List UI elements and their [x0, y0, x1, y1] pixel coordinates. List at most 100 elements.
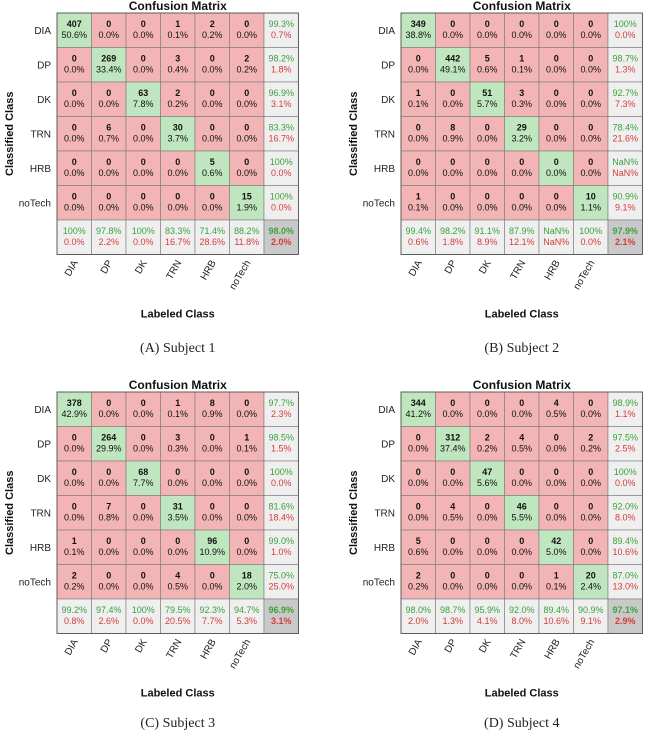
- col-summary-cell: [160, 219, 196, 255]
- cell-percent: 0.0%: [236, 99, 257, 109]
- cell-percent: 0.0%: [408, 513, 429, 523]
- col-summary-cell: [125, 219, 161, 255]
- col-recall: 100%: [132, 605, 155, 615]
- cell-count: 29: [517, 123, 527, 133]
- col-recall: 91.1%: [474, 226, 500, 236]
- cell-count: 312: [445, 433, 460, 443]
- col-error: 7.7%: [202, 616, 223, 626]
- cell-percent: 0.0%: [98, 30, 119, 40]
- overall-error: 2.1%: [615, 237, 636, 247]
- row-precision: 81.6%: [268, 502, 294, 512]
- correct-cell: [160, 116, 196, 152]
- x-tick-label: TRN: [165, 638, 185, 661]
- cell-percent: 0.0%: [167, 547, 188, 557]
- misclass-cell: [573, 391, 609, 427]
- cell-percent: 0.0%: [236, 513, 257, 523]
- y-tick-label: HRB: [374, 543, 395, 554]
- misclass-cell: [435, 529, 471, 565]
- cell-count: 0: [519, 571, 524, 581]
- cell-percent: 0.0%: [236, 30, 257, 40]
- cell-percent: 0.3%: [511, 99, 532, 109]
- row-precision: 92.0%: [612, 502, 638, 512]
- matrix-border: [56, 391, 299, 634]
- misclass-cell: [229, 81, 265, 117]
- cell-count: 0: [554, 88, 559, 98]
- cell-count: 0: [210, 123, 215, 133]
- row-precision: 99.3%: [268, 19, 294, 29]
- col-error: 16.7%: [165, 237, 191, 247]
- cell-count: 68: [138, 467, 148, 477]
- y-tick-label: noTech: [363, 577, 395, 588]
- cell-percent: 0.0%: [133, 444, 154, 454]
- misclass-cell: [125, 529, 161, 565]
- row-precision: 83.3%: [268, 123, 294, 133]
- cell-percent: 0.0%: [442, 203, 463, 213]
- cell-count: 0: [72, 433, 77, 443]
- cell-count: 4: [554, 398, 559, 408]
- cell-count: 0: [210, 502, 215, 512]
- cell-percent: 0.6%: [202, 168, 223, 178]
- misclass-cell: [400, 495, 436, 531]
- cell-count: 0: [106, 467, 111, 477]
- row-error: 8.0%: [615, 513, 636, 523]
- cell-count: 0: [485, 192, 490, 202]
- row-precision: 97.5%: [612, 433, 638, 443]
- col-error: 10.6%: [543, 616, 569, 626]
- correct-cell: [573, 185, 609, 221]
- x-tick-label: DP: [99, 637, 116, 655]
- row-precision: 100%: [614, 19, 637, 29]
- misclass-cell: [194, 391, 230, 427]
- cell-count: 3: [519, 88, 524, 98]
- cell-count: 0: [141, 157, 146, 167]
- col-recall: 92.3%: [199, 605, 225, 615]
- cell-percent: 5.5%: [511, 513, 532, 523]
- cell-count: 0: [210, 88, 215, 98]
- cell-count: 0: [554, 433, 559, 443]
- col-error: 2.2%: [98, 237, 119, 247]
- y-tick-label: TRN: [30, 129, 51, 140]
- cell-percent: 0.0%: [98, 409, 119, 419]
- cell-percent: 0.0%: [477, 547, 498, 557]
- cell-percent: 0.1%: [64, 547, 85, 557]
- y-tick-label: DK: [37, 474, 51, 485]
- cell-count: 0: [141, 398, 146, 408]
- misclass-cell: [160, 81, 196, 117]
- misclass-cell: [538, 564, 574, 600]
- misclass-cell: [573, 426, 609, 462]
- col-error: 8.0%: [511, 616, 532, 626]
- cell-percent: 0.0%: [64, 134, 85, 144]
- col-error: 0.0%: [133, 237, 154, 247]
- cell-count: 0: [588, 123, 593, 133]
- row-error: 13.0%: [612, 582, 638, 592]
- cell-count: 0: [175, 192, 180, 202]
- cell-percent: 3.5%: [167, 513, 188, 523]
- row-error: 9.1%: [615, 203, 636, 213]
- cell-count: 7: [106, 502, 111, 512]
- cell-percent: 0.0%: [546, 513, 567, 523]
- chart-title: Confusion Matrix: [129, 0, 227, 13]
- cell-percent: 0.0%: [546, 65, 567, 75]
- cell-percent: 0.0%: [546, 444, 567, 454]
- overall-accuracy: 97.1%: [612, 605, 638, 615]
- cell-count: 2: [416, 571, 421, 581]
- y-tick-label: DIA: [378, 405, 395, 416]
- cell-percent: 0.0%: [64, 203, 85, 213]
- cell-percent: 0.0%: [477, 513, 498, 523]
- cell-percent: 42.9%: [61, 409, 87, 419]
- row-summary-cell: [607, 564, 643, 600]
- overall-accuracy: 97.9%: [612, 226, 638, 236]
- misclass-cell: [435, 185, 471, 221]
- cell-count: 0: [244, 502, 249, 512]
- misclass-cell: [435, 81, 471, 117]
- x-axis-title: Labeled Class: [141, 309, 215, 321]
- col-recall: 79.5%: [165, 605, 191, 615]
- cell-count: 0: [588, 157, 593, 167]
- cell-count: 2: [210, 19, 215, 29]
- cell-count: 0: [416, 54, 421, 64]
- misclass-cell: [469, 426, 505, 462]
- y-axis-title: Classified Class: [4, 471, 16, 555]
- cell-percent: 0.0%: [442, 478, 463, 488]
- cell-percent: 33.4%: [96, 65, 122, 75]
- cell-count: 0: [554, 54, 559, 64]
- cell-percent: 0.1%: [167, 30, 188, 40]
